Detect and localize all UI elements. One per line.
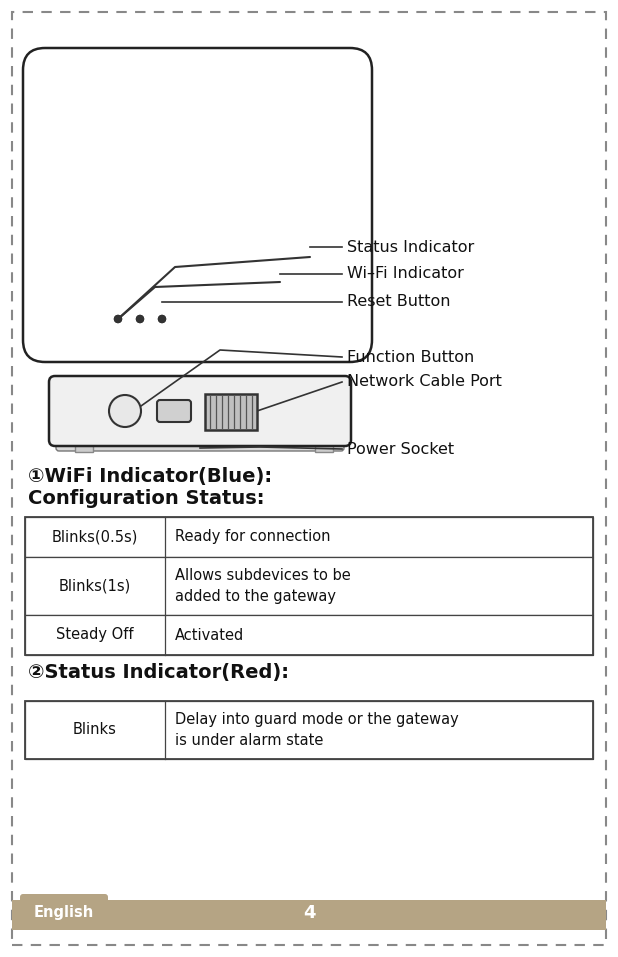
Text: 4: 4 — [303, 904, 315, 922]
FancyBboxPatch shape — [157, 400, 191, 422]
Bar — [25, 615, 593, 655]
Text: Function Button: Function Button — [347, 349, 474, 365]
Text: ①WiFi Indicator(Blue):: ①WiFi Indicator(Blue): — [28, 467, 272, 486]
Text: Ready for connection: Ready for connection — [175, 529, 331, 545]
Bar — [315, 444, 333, 452]
Bar — [25, 701, 593, 759]
Text: Steady Off: Steady Off — [56, 628, 133, 642]
Text: Blinks: Blinks — [73, 723, 117, 738]
Text: English: English — [34, 905, 94, 921]
Bar — [12, 900, 606, 930]
FancyBboxPatch shape — [23, 48, 372, 362]
Text: Status Indicator: Status Indicator — [347, 239, 474, 255]
Text: ②Status Indicator(Red):: ②Status Indicator(Red): — [28, 663, 289, 682]
Text: Activated: Activated — [175, 628, 244, 642]
Circle shape — [109, 395, 141, 427]
FancyBboxPatch shape — [56, 433, 344, 451]
Bar — [25, 701, 593, 759]
FancyBboxPatch shape — [20, 894, 108, 930]
Text: Delay into guard mode or the gateway
is under alarm state: Delay into guard mode or the gateway is … — [175, 712, 459, 748]
Bar — [25, 517, 593, 557]
Bar — [25, 517, 593, 655]
Text: Wi–Fi Indicator: Wi–Fi Indicator — [347, 266, 464, 281]
Text: Blinks(0.5s): Blinks(0.5s) — [52, 529, 138, 545]
Circle shape — [114, 316, 122, 323]
Text: Configuration Status:: Configuration Status: — [28, 489, 265, 508]
Circle shape — [158, 316, 166, 323]
Text: Power Socket: Power Socket — [347, 441, 454, 456]
Text: Reset Button: Reset Button — [347, 295, 451, 309]
Bar — [25, 557, 593, 615]
Circle shape — [296, 901, 322, 927]
Circle shape — [137, 316, 143, 323]
Bar — [205, 394, 257, 430]
Text: Allows subdevices to be
added to the gateway: Allows subdevices to be added to the gat… — [175, 568, 351, 604]
Text: Network Cable Port: Network Cable Port — [347, 374, 502, 389]
Bar — [75, 444, 93, 452]
FancyBboxPatch shape — [49, 376, 351, 446]
Text: Blinks(1s): Blinks(1s) — [59, 578, 131, 593]
